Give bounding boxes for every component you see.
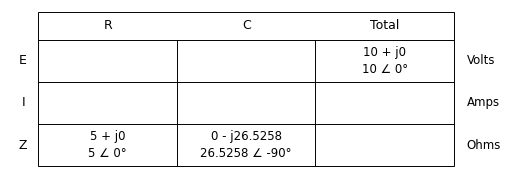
Text: I: I [21,97,25,110]
Text: C: C [242,20,251,33]
Text: Volts: Volts [467,54,496,67]
Text: Ohms: Ohms [467,139,501,152]
Text: 10 + j0
10 ∠ 0°: 10 + j0 10 ∠ 0° [362,46,408,76]
Text: Total: Total [370,20,400,33]
Bar [38,12,454,166]
Text: Z: Z [19,139,27,152]
Text: E: E [19,54,27,67]
Text: R: R [103,20,112,33]
Text: 0 - j26.5258
26.5258 ∠ -90°: 0 - j26.5258 26.5258 ∠ -90° [201,130,292,160]
Text: 5 + j0
5 ∠ 0°: 5 + j0 5 ∠ 0° [88,130,127,160]
Text: Amps: Amps [467,97,500,110]
